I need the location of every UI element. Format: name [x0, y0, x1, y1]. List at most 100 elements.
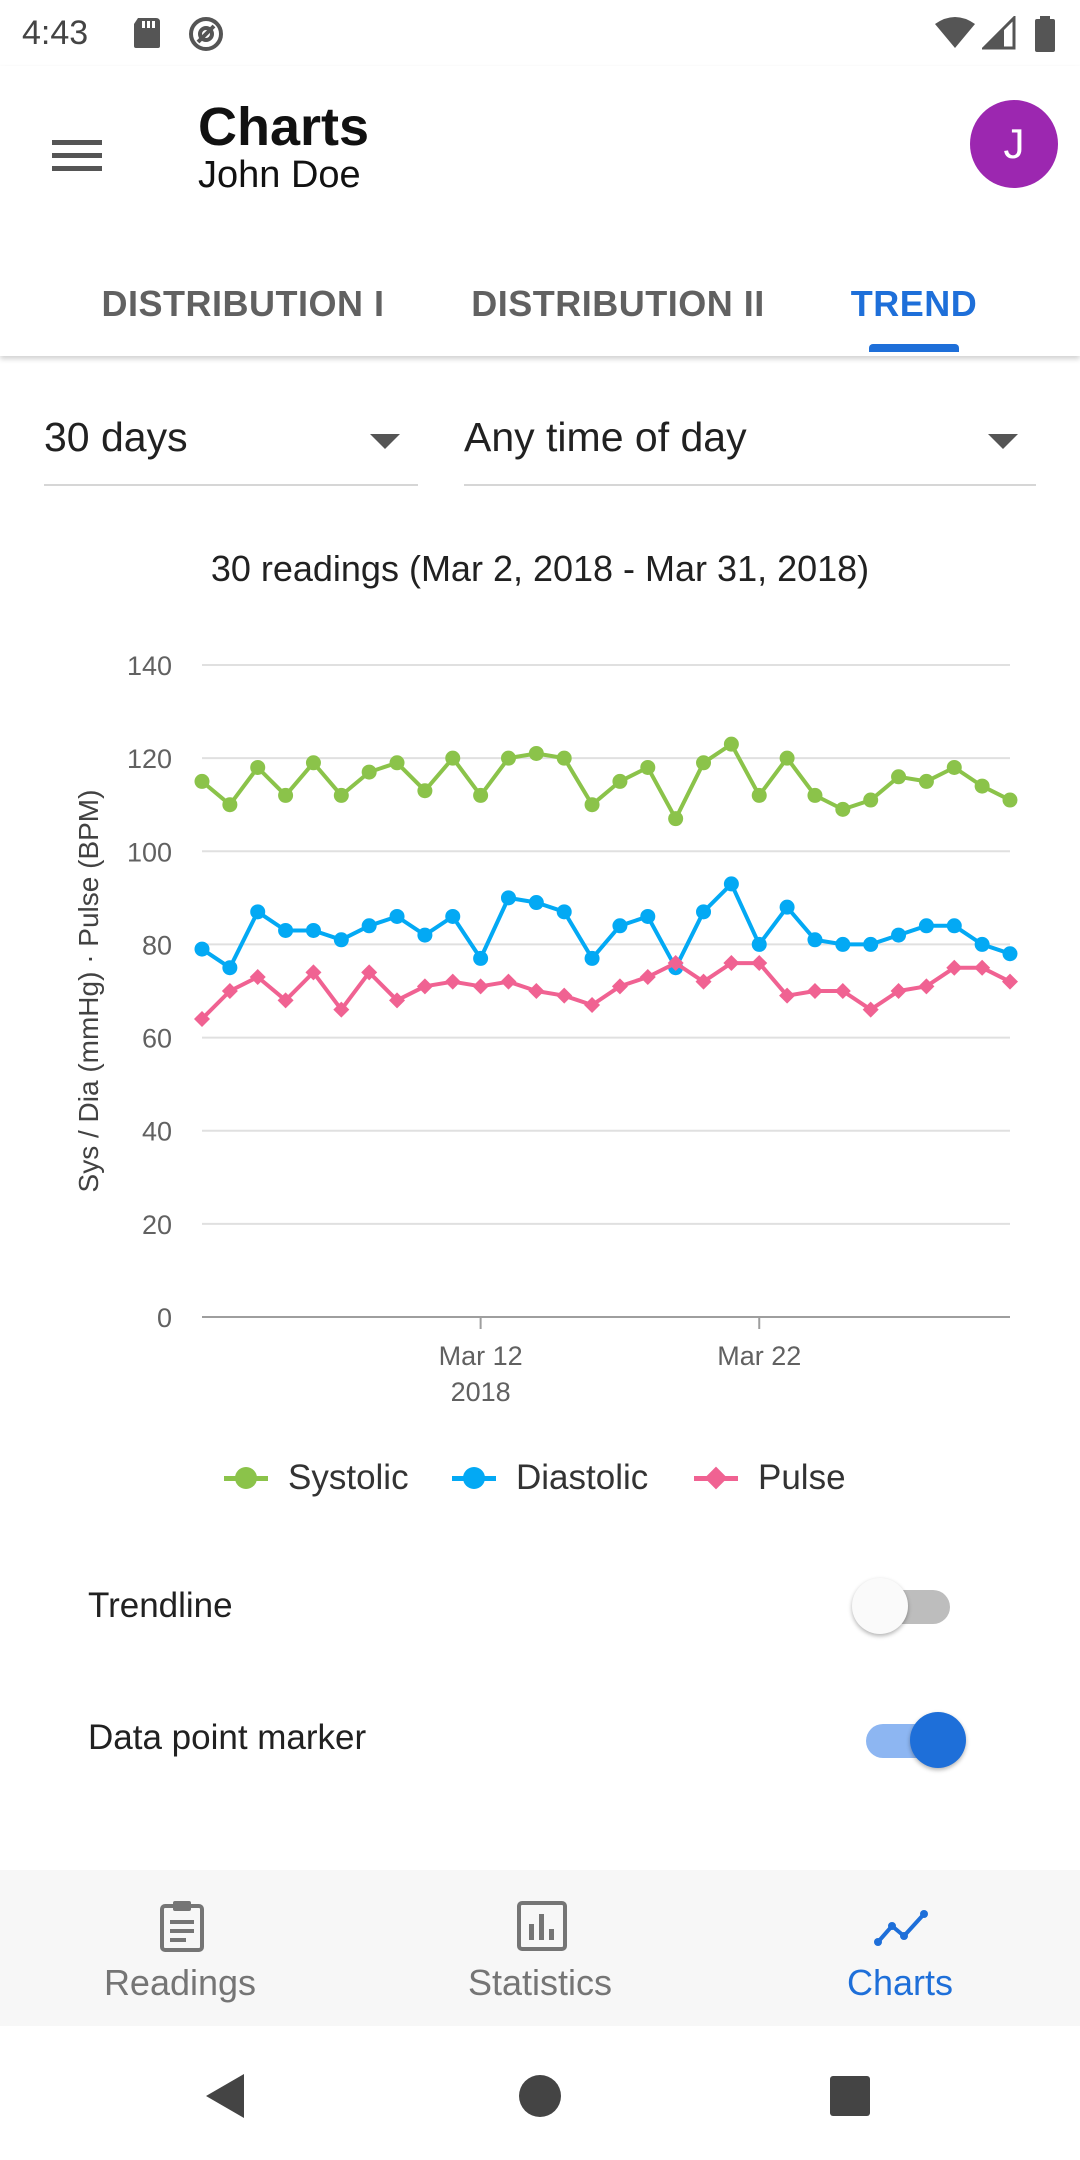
tab-trend[interactable]: TREND	[850, 283, 978, 324]
data-point-diastolic	[305, 922, 321, 938]
data-point-pulse	[194, 1010, 210, 1027]
data-point-diastolic	[250, 904, 266, 920]
data-point-systolic	[194, 773, 210, 789]
nav-label-charts: Charts	[846, 1962, 954, 2003]
data-point-marker-switch[interactable]	[858, 1708, 968, 1768]
data-point-diastolic	[194, 941, 210, 957]
y-tick-label: 120	[127, 744, 172, 774]
trend-line-icon	[874, 1910, 928, 1946]
data-point-pulse	[806, 983, 823, 999]
data-point-diastolic	[751, 936, 767, 952]
data-point-systolic	[1002, 792, 1018, 808]
data-point-pulse	[834, 983, 851, 999]
data-point-pulse	[361, 964, 378, 981]
x-tick-label: Mar 12	[439, 1341, 523, 1371]
y-tick-label: 100	[127, 837, 172, 867]
data-point-marker-switch-thumb	[910, 1712, 966, 1768]
data-point-diastolic	[891, 927, 907, 943]
data-point-diastolic	[584, 950, 600, 966]
tab-bar: DISTRIBUTION I DISTRIBUTION II TREND	[0, 252, 1080, 356]
data-point-pulse	[723, 955, 740, 972]
data-point-diastolic	[222, 960, 238, 976]
legend-swatch-systolic	[224, 1463, 268, 1493]
chart-legend: Systolic Diastolic Pulse	[0, 1448, 1080, 1508]
menu-icon[interactable]	[42, 120, 112, 190]
recents-icon[interactable]	[828, 2074, 872, 2118]
data-point-pulse	[528, 983, 545, 999]
chevron-down-icon	[370, 434, 400, 449]
data-point-pulse	[389, 992, 406, 1009]
data-point-pulse	[249, 969, 266, 986]
data-point-pulse	[444, 973, 461, 990]
legend-label-pulse: Pulse	[758, 1458, 846, 1497]
legend-item-systolic: Systolic	[224, 1448, 409, 1508]
legend-swatch-pulse	[694, 1463, 738, 1493]
data-point-pulse	[500, 973, 517, 990]
y-tick-label: 0	[157, 1303, 172, 1333]
data-point-systolic	[250, 759, 266, 775]
nav-label-readings: Readings	[103, 1962, 257, 2003]
data-point-diastolic	[333, 932, 349, 948]
data-point-diastolic	[723, 876, 739, 892]
trendline-label: Trendline	[88, 1586, 233, 1625]
data-point-pulse	[667, 955, 684, 972]
time-of-day-dropdown[interactable]: Any time of day	[464, 400, 1036, 486]
clipboard-icon	[160, 1901, 204, 1952]
data-point-systolic	[974, 778, 990, 794]
status-bar: 4:43	[0, 0, 1080, 66]
data-point-systolic	[528, 745, 544, 761]
chevron-down-icon	[988, 434, 1018, 449]
data-point-pulse	[862, 1001, 879, 1018]
signal-icon	[982, 16, 1016, 50]
sd-card-icon	[134, 18, 160, 48]
data-point-diastolic	[445, 908, 461, 924]
data-point-pulse	[584, 996, 601, 1013]
data-point-pulse	[946, 959, 963, 976]
data-point-diastolic	[696, 904, 712, 920]
tab-distribution-2[interactable]: DISTRIBUTION II	[471, 283, 765, 324]
system-navigation-bar	[0, 2026, 1080, 2160]
back-icon[interactable]	[200, 2072, 248, 2120]
data-point-diastolic	[473, 950, 489, 966]
legend-label-diastolic: Diastolic	[516, 1458, 649, 1497]
time-of-day-dropdown-value: Any time of day	[464, 414, 747, 460]
data-point-pulse	[472, 978, 489, 995]
data-point-diastolic	[500, 890, 516, 906]
data-point-pulse	[611, 978, 628, 995]
data-point-diastolic	[779, 899, 795, 915]
status-time: 4:43	[22, 14, 89, 52]
active-tab-indicator	[869, 344, 959, 352]
legend-label-systolic: Systolic	[288, 1458, 409, 1497]
data-point-systolic	[640, 759, 656, 775]
legend-swatch-diastolic	[452, 1463, 496, 1493]
tab-distribution-1[interactable]: DISTRIBUTION I	[101, 283, 385, 324]
y-tick-label: 20	[142, 1210, 172, 1240]
data-point-pulse	[751, 955, 768, 972]
nav-item-readings[interactable]: Readings	[0, 1870, 360, 2026]
data-point-diastolic	[612, 918, 628, 934]
data-point-systolic	[222, 797, 238, 813]
data-point-systolic	[473, 787, 489, 803]
data-point-systolic	[556, 750, 572, 766]
nav-item-statistics[interactable]: Statistics	[360, 1870, 720, 2026]
data-point-diastolic	[278, 922, 294, 938]
data-point-systolic	[751, 787, 767, 803]
period-dropdown[interactable]: 30 days	[44, 400, 418, 486]
data-point-systolic	[389, 755, 405, 771]
data-point-pulse	[918, 978, 935, 995]
data-point-systolic	[863, 792, 879, 808]
trendline-switch[interactable]	[852, 1574, 962, 1634]
data-point-diastolic	[640, 908, 656, 924]
nav-item-charts[interactable]: Charts	[720, 1870, 1080, 2026]
data-point-pulse	[333, 1001, 350, 1018]
series-line-pulse	[200, 961, 1011, 1021]
data-point-systolic	[807, 787, 823, 803]
avatar[interactable]: J	[970, 100, 1058, 188]
data-point-diastolic	[417, 927, 433, 943]
home-icon[interactable]	[516, 2072, 564, 2120]
data-point-systolic	[305, 755, 321, 771]
app-bar: Charts John Doe J DISTRIBUTION I DISTRIB…	[0, 66, 1080, 356]
data-point-diastolic	[528, 895, 544, 911]
data-point-pulse	[277, 992, 294, 1009]
data-point-systolic	[918, 773, 934, 789]
